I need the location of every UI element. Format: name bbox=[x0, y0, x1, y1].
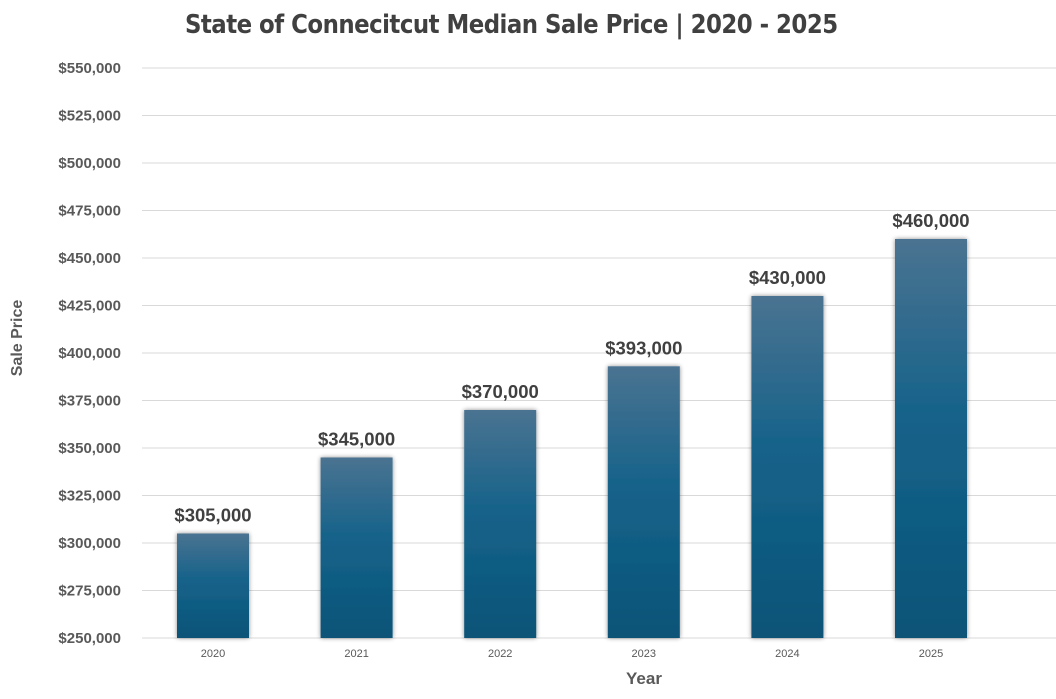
y-tick-label: $350,000 bbox=[58, 440, 121, 457]
y-tick-label: $375,000 bbox=[58, 393, 121, 410]
x-tick-label: 2023 bbox=[632, 648, 656, 660]
x-axis-ticks: 2020 2021 2022 2023 2024 2025 bbox=[201, 648, 943, 660]
x-axis-title: Year bbox=[626, 669, 662, 688]
y-tick-label: $300,000 bbox=[58, 535, 121, 552]
y-axis-ticks: $250,000 $275,000 $300,000 $325,000 $350,000… bbox=[58, 60, 121, 647]
y-tick-label: $525,000 bbox=[58, 108, 121, 125]
bar-2024 bbox=[751, 296, 824, 638]
x-tick-label: 2024 bbox=[775, 648, 799, 660]
y-tick-label: $325,000 bbox=[58, 488, 121, 505]
x-tick-label: 2022 bbox=[488, 648, 512, 660]
y-axis-title: Sale Price bbox=[9, 300, 26, 377]
y-tick-label: $275,000 bbox=[58, 583, 121, 600]
gridlines bbox=[142, 67, 1056, 639]
data-label: $345,000 bbox=[318, 429, 395, 450]
y-tick-label: $400,000 bbox=[58, 345, 121, 362]
y-tick-label: $425,000 bbox=[58, 298, 121, 315]
bar-2023 bbox=[607, 366, 680, 638]
y-tick-label: $250,000 bbox=[58, 630, 121, 647]
x-tick-label: 2021 bbox=[344, 648, 368, 660]
bar-2022 bbox=[464, 410, 537, 638]
y-tick-label: $450,000 bbox=[58, 250, 121, 267]
bar-2025 bbox=[895, 239, 967, 638]
x-tick-label: 2020 bbox=[201, 648, 225, 660]
bars bbox=[177, 239, 967, 638]
bar-2021 bbox=[320, 457, 393, 638]
data-label: $393,000 bbox=[605, 337, 682, 358]
data-labels: $305,000 $345,000 $370,000 $393,000 $430,000… bbox=[174, 210, 969, 526]
data-label: $370,000 bbox=[462, 381, 539, 402]
y-tick-label: $475,000 bbox=[58, 203, 121, 220]
chart-title: State of Connecitcut Median Sale Price |… bbox=[184, 10, 838, 40]
data-label: $430,000 bbox=[749, 267, 826, 288]
data-label: $460,000 bbox=[892, 210, 969, 231]
y-tick-label: $500,000 bbox=[58, 155, 121, 172]
data-label: $305,000 bbox=[174, 505, 251, 526]
bar-2020 bbox=[177, 533, 249, 638]
y-tick-label: $550,000 bbox=[58, 60, 121, 77]
x-tick-label: 2025 bbox=[919, 648, 943, 660]
